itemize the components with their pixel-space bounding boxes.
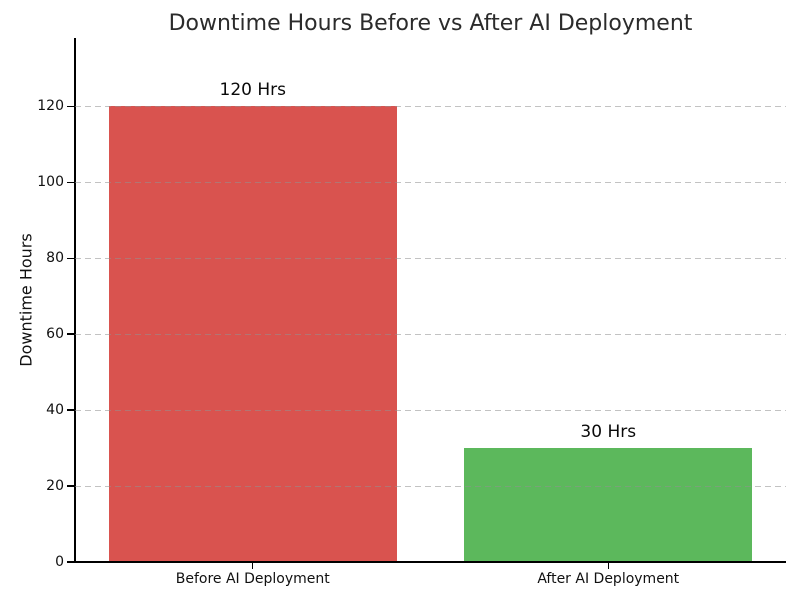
y-tick-label: 80 — [46, 250, 64, 267]
x-tick-label: Before AI Deployment — [175, 571, 330, 587]
x-axis-spine — [74, 561, 786, 563]
y-tick-label: 20 — [46, 478, 64, 495]
y-tick-mark — [67, 181, 74, 183]
x-tick-label: After AI Deployment — [537, 571, 680, 587]
gridline — [75, 105, 786, 107]
y-tick-mark — [67, 485, 74, 487]
y-tick-label: 60 — [46, 326, 64, 343]
gridline — [75, 409, 786, 411]
gridline — [75, 333, 786, 335]
x-tick-mark — [252, 563, 254, 569]
y-tick-mark — [67, 257, 74, 259]
y-tick-mark — [67, 561, 74, 563]
y-axis-spine — [74, 38, 76, 563]
y-tick-label: 0 — [55, 554, 64, 570]
bar-value-label: 120 Hrs — [219, 80, 286, 101]
bar-value-label: 30 Hrs — [580, 422, 637, 443]
x-tick-mark — [607, 563, 609, 569]
y-tick-mark — [67, 409, 74, 411]
gridline — [75, 181, 786, 183]
y-tick-label: 100 — [37, 174, 64, 191]
gridline — [75, 485, 786, 487]
plot-area — [75, 38, 786, 562]
y-tick-label: 120 — [37, 98, 64, 115]
bar-after — [464, 448, 753, 562]
y-tick-mark — [67, 333, 74, 335]
chart-title: Downtime Hours Before vs After AI Deploy… — [168, 11, 693, 36]
y-tick-mark — [67, 105, 74, 108]
gridline — [75, 257, 786, 259]
y-tick-label: 40 — [46, 402, 64, 419]
